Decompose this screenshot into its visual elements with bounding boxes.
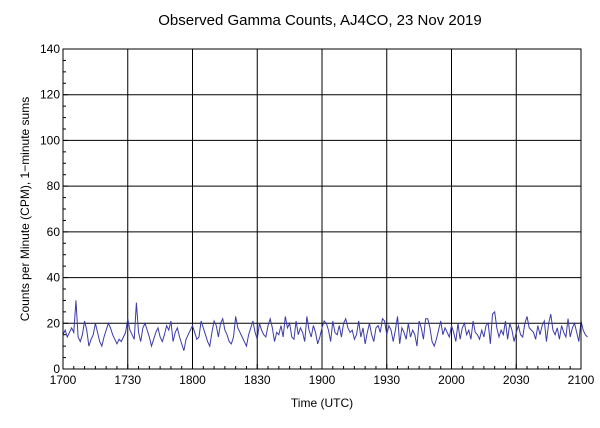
chart-title: Observed Gamma Counts, AJ4CO, 23 Nov 201…	[158, 12, 482, 29]
x-tick-label: 1700	[50, 373, 77, 387]
x-tick-label: 1800	[179, 373, 206, 387]
y-tick-label: 40	[47, 271, 61, 285]
y-tick-label: 120	[40, 88, 60, 102]
y-tick-label: 0	[53, 362, 60, 376]
series-group	[62, 300, 588, 351]
y-tick-labels: 0 20 40 60 80 100 120 140	[40, 42, 60, 376]
x-axis-label: Time (UTC)	[291, 396, 353, 410]
x-tick-labels: 1700 1730 1800 1830 1900 1930 2000 2030 2100	[50, 373, 595, 387]
x-tick-label: 2030	[503, 373, 530, 387]
x-tick-label: 1900	[309, 373, 336, 387]
y-tick-label: 80	[47, 179, 61, 193]
axis-ticks	[62, 48, 582, 370]
grid	[63, 49, 581, 369]
series-line	[62, 300, 588, 351]
x-tick-label: 2100	[568, 373, 595, 387]
y-tick-label: 60	[47, 225, 61, 239]
x-tick-label: 2000	[438, 373, 465, 387]
y-tick-label: 20	[47, 316, 61, 330]
y-axis-label: Counts per Minute (CPM), 1−minute sums	[18, 97, 32, 321]
y-tick-label: 100	[40, 133, 60, 147]
x-tick-label: 1830	[244, 373, 271, 387]
x-tick-label: 1730	[114, 373, 141, 387]
y-tick-label: 140	[40, 42, 60, 56]
x-tick-label: 1930	[373, 373, 400, 387]
